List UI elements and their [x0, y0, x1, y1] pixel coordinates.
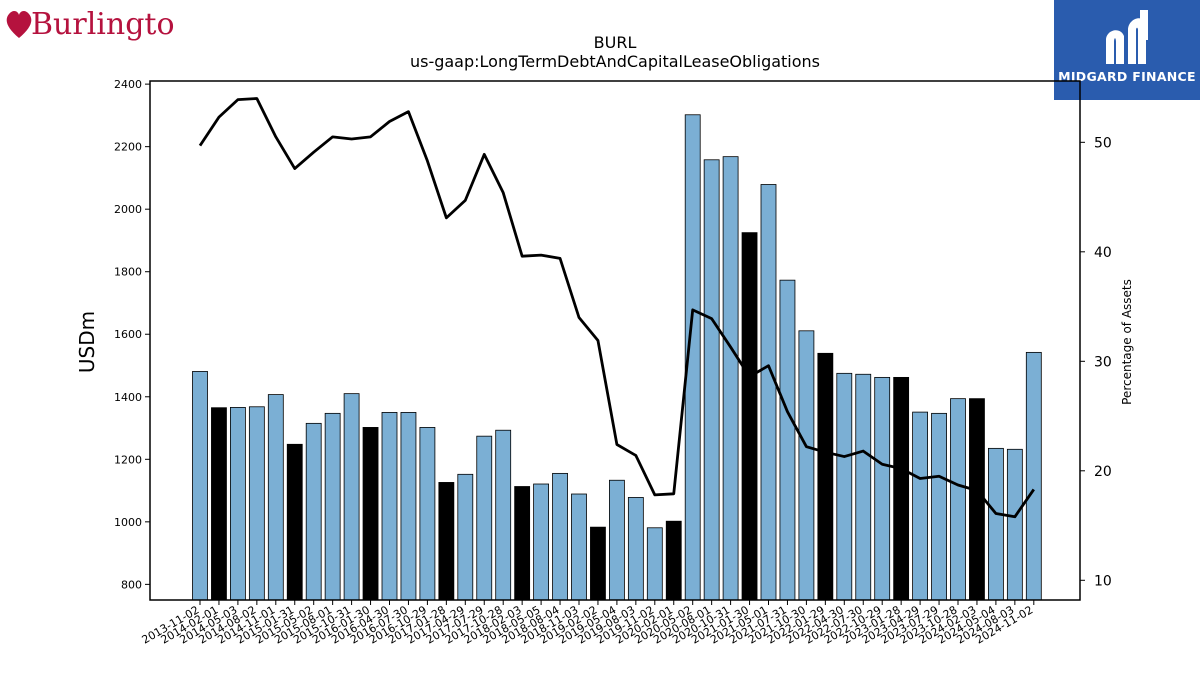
bar-2018-05-05: [533, 483, 549, 601]
y2-tick-label: 50: [1094, 135, 1112, 151]
bar-2021-05-01: [760, 184, 777, 601]
y-tick-label: 2000: [114, 203, 142, 216]
midgard-finance-name: MIDGARD FINANCE: [1058, 69, 1196, 84]
y2-tick-label: 30: [1094, 354, 1112, 370]
midgard-mark-icon: [1106, 10, 1148, 64]
y2-tick-label: 40: [1094, 245, 1112, 261]
bar-2016-10-29: [419, 427, 436, 601]
bar-2023-01-28: [893, 376, 910, 601]
y-tick-label: 2400: [114, 78, 142, 91]
bar-2022-07-30: [855, 373, 872, 601]
bar-2016-07-30: [400, 412, 417, 601]
y-axis-label: USDm: [75, 311, 99, 373]
bar-2024-05-04: [988, 447, 1004, 601]
y-tick-label: 1200: [114, 453, 142, 466]
y-tick-label: 1000: [114, 516, 142, 529]
burlington-logo-text: Burlington: [31, 7, 175, 42]
bar-2020-08-01: [703, 159, 720, 601]
y-tick-label: 1800: [114, 266, 142, 279]
bar-2014-11-01: [267, 394, 284, 601]
bar-2023-04-29: [912, 411, 928, 601]
midgard-finance-logo: MIDGARD FINANCE: [1054, 0, 1200, 100]
y-tick-label: 1400: [114, 391, 142, 404]
bar-2015-10-31: [343, 393, 360, 601]
bar-2022-10-29: [874, 376, 891, 601]
bar-2015-08-01: [324, 412, 341, 601]
bar-2023-10-28: [950, 398, 966, 601]
bar-2019-02-02: [590, 526, 606, 601]
bar-2017-10-28: [495, 429, 512, 601]
bar-2019-05-04: [609, 479, 625, 601]
y2-axis-label: Percentage of Assets: [1120, 279, 1134, 405]
bar-2021-07-31: [779, 279, 796, 601]
chart-title: BURL: [593, 33, 637, 52]
bar-2022-01-29: [817, 352, 834, 601]
bar-2018-02-03: [514, 486, 531, 601]
bar-2014-05-03: [229, 407, 246, 601]
y-tick-label: 800: [121, 578, 142, 591]
bar-2022-04-30: [836, 372, 853, 601]
burlington-logo: Burlington: [6, 7, 175, 42]
bar-2016-04-30: [381, 412, 398, 601]
bar-2024-02-03: [969, 398, 985, 601]
y2-tick-label: 20: [1094, 464, 1112, 480]
bar-2017-04-29: [457, 473, 474, 601]
plot-frame: [149, 80, 1081, 601]
bar-2017-07-29: [476, 435, 493, 601]
y-tick-label: 2200: [114, 141, 142, 154]
bar-2018-11-03: [571, 493, 587, 601]
bar-2024-11-02: [1025, 351, 1042, 601]
bar-2017-01-28: [438, 482, 455, 601]
bar-2019-08-03: [627, 497, 644, 601]
bar-2015-01-31: [286, 443, 303, 601]
bar-2021-10-30: [798, 330, 815, 601]
bar-2013-11-02: [192, 371, 208, 601]
bar-2020-10-31: [722, 156, 739, 601]
bar-2014-08-02: [248, 406, 265, 601]
bar-2021-01-30: [741, 232, 758, 601]
bar-2023-07-29: [931, 412, 947, 601]
bar-2018-08-04: [552, 472, 568, 601]
bar-2015-05-02: [305, 422, 322, 601]
y-tick-label: 1600: [114, 328, 142, 341]
heart-icon: [6, 11, 32, 39]
bar-2016-01-30: [362, 427, 379, 601]
bar-2020-02-01: [665, 520, 682, 601]
bar-2024-08-03: [1006, 448, 1023, 601]
chart-subtitle: us-gaap:LongTermDebtAndCapitalLeaseOblig…: [409, 52, 821, 71]
bar-2019-11-02: [646, 527, 663, 601]
percentage-of-assets-line: [198, 97, 1035, 519]
bar-2014-02-01: [211, 407, 227, 601]
y2-tick-label: 10: [1094, 573, 1112, 589]
